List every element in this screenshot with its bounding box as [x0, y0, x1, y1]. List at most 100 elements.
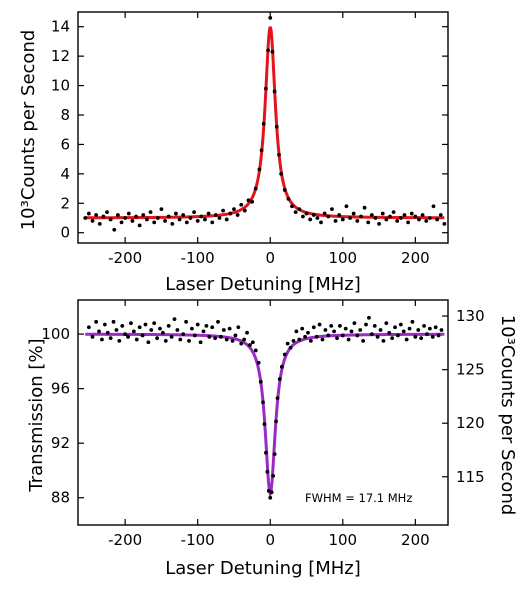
bottom-data-point — [187, 339, 191, 343]
top-data-point — [86, 211, 91, 216]
bottom-data-point — [239, 341, 244, 346]
top-data-point — [116, 213, 120, 217]
top-data-point — [438, 213, 443, 217]
top-data-point — [417, 217, 421, 222]
top-data-point — [340, 217, 345, 222]
bottom-data-point — [219, 334, 223, 339]
bottom-data-point — [410, 319, 415, 324]
bottom-data-point — [230, 339, 235, 343]
bottom-data-point — [140, 333, 145, 338]
top-data-point — [130, 219, 135, 223]
bottom-data-point — [436, 333, 441, 338]
top-data-point — [311, 213, 316, 217]
top-data-point — [293, 210, 298, 215]
bottom-data-point — [291, 339, 296, 343]
bottom-data-point — [97, 329, 101, 334]
top-data-point — [257, 167, 262, 172]
top-data-point — [188, 216, 193, 220]
bottom-data-point — [216, 319, 220, 324]
top-x-tick-label: -200 — [108, 249, 142, 267]
bottom-data-point — [264, 450, 268, 455]
top-data-point — [268, 15, 273, 20]
bottom-x-tick-label: 100 — [328, 531, 357, 549]
top-data-point — [242, 208, 247, 213]
bottom-y-tick-label: 96 — [51, 380, 70, 398]
top-data-point — [192, 210, 196, 215]
bottom-y-tick-label: 88 — [51, 489, 70, 507]
top-data-point — [290, 204, 294, 209]
top-data-point — [90, 219, 95, 223]
bottom-data-point — [320, 337, 325, 342]
top-data-point — [224, 217, 229, 222]
bottom-data-point — [166, 324, 171, 328]
top-data-point — [253, 186, 258, 191]
bottom-data-point — [134, 337, 139, 342]
top-data-point — [228, 211, 233, 216]
bottom-data-point — [258, 379, 263, 384]
bottom-x-axis-label: Laser Detuning [MHz] — [165, 558, 361, 579]
top-x-tick-label: 0 — [265, 249, 275, 267]
bottom-data-point — [288, 345, 293, 350]
top-data-point — [377, 221, 381, 226]
top-data-point — [206, 211, 211, 216]
top-data-point — [134, 214, 138, 219]
top-y-tick-label: 14 — [51, 18, 70, 36]
bottom-data-point — [213, 336, 218, 341]
top-data-point — [297, 207, 302, 212]
bottom-data-point — [268, 495, 273, 500]
top-data-point — [112, 227, 117, 232]
bottom-data-point — [198, 340, 203, 345]
bottom-plot-frame — [77, 299, 449, 526]
bottom-data-points — [86, 315, 444, 500]
bottom-data-point — [192, 333, 197, 338]
top-data-point — [177, 217, 182, 222]
top-data-point — [279, 171, 284, 176]
top-y-axis: 0 2 4 6 8 10 12 14 — [51, 18, 448, 242]
bottom-data-point — [393, 325, 397, 330]
top-data-point — [145, 217, 149, 222]
bottom-fit-curve — [85, 332, 445, 500]
top-y-axis-label: 10³Counts per Second — [18, 30, 39, 231]
top-data-point — [282, 188, 287, 192]
bottom-data-point — [433, 325, 438, 330]
bottom-data-point — [178, 337, 183, 342]
top-data-point — [427, 216, 432, 220]
top-data-point — [344, 204, 349, 209]
top-data-point — [413, 214, 418, 219]
bottom-data-point — [236, 325, 241, 330]
bottom-data-point — [245, 330, 249, 335]
bottom-data-point — [271, 474, 276, 478]
bottom-data-point — [326, 333, 331, 338]
bottom-data-point — [108, 336, 113, 341]
bottom-data-point — [105, 330, 110, 335]
top-data-point — [406, 220, 410, 225]
bottom-data-point — [126, 334, 130, 339]
bottom-data-point — [137, 325, 142, 330]
top-data-point — [442, 221, 447, 226]
bottom-data-point — [172, 317, 177, 321]
top-data-point — [395, 219, 400, 223]
bottom-data-point — [413, 334, 418, 339]
top-y-tick-label: 4 — [60, 165, 70, 183]
bottom-data-point — [352, 321, 357, 326]
bottom-y2-tick-label: 125 — [456, 361, 485, 379]
bottom-data-point — [248, 343, 252, 347]
bottom-data-point — [100, 337, 104, 342]
bottom-data-point — [242, 337, 247, 342]
top-data-point — [308, 217, 313, 222]
bottom-y2-tick-label: 115 — [456, 468, 485, 486]
bottom-data-point — [274, 419, 278, 424]
bottom-data-point — [201, 329, 206, 334]
top-data-point — [264, 86, 268, 91]
bottom-data-point — [398, 322, 403, 327]
bottom-plot: -200 -100 0 100 200 88 92 96 100 115 120 125 130 F… — [26, 299, 518, 579]
top-data-point — [266, 48, 270, 53]
bottom-data-point — [378, 328, 383, 332]
top-data-point — [203, 217, 207, 222]
bottom-data-point — [224, 337, 229, 342]
bottom-data-point — [261, 400, 265, 405]
top-data-point — [83, 216, 88, 220]
bottom-y-tick-label: 100 — [41, 325, 70, 343]
bottom-data-point — [190, 326, 194, 331]
top-y-tick-label: 0 — [60, 224, 70, 242]
